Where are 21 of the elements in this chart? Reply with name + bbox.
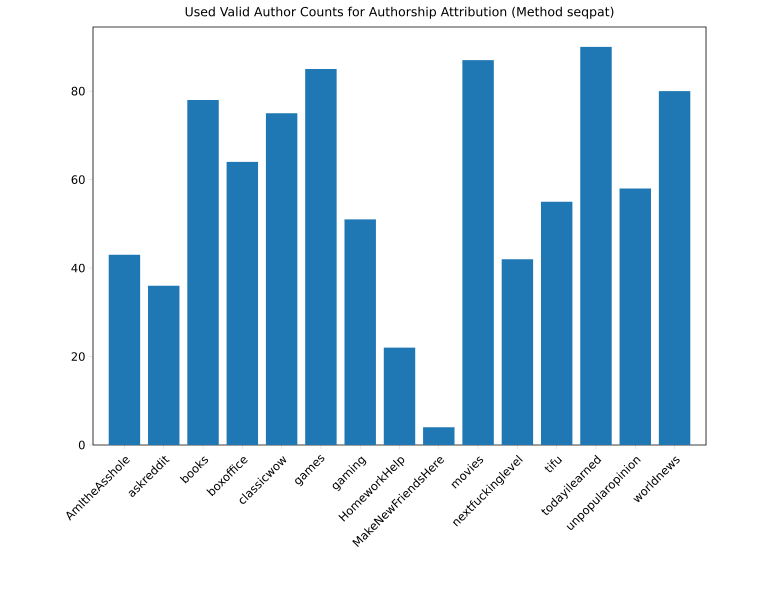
bar (384, 348, 416, 445)
bar (266, 113, 298, 445)
bar (305, 69, 337, 445)
bar (658, 91, 690, 445)
bar (344, 219, 376, 445)
bar (226, 162, 258, 445)
bar (620, 188, 651, 445)
y-tick-label: 40 (71, 264, 85, 272)
bar (108, 254, 140, 445)
y-tick-label: 60 (72, 175, 85, 184)
chart-title: Used Valid Author Counts for Authorship Attribution (Method seqpat) (186, 6, 614, 19)
bar (580, 46, 612, 445)
bar (423, 427, 455, 445)
bar (540, 202, 572, 445)
y-tick-label: 80 (72, 86, 85, 96)
y-tick-label: 0 (78, 440, 85, 450)
bar (462, 60, 494, 445)
bar (187, 100, 219, 445)
y-tick-label: 20 (72, 352, 85, 361)
bar (148, 286, 180, 445)
bar (502, 259, 534, 445)
